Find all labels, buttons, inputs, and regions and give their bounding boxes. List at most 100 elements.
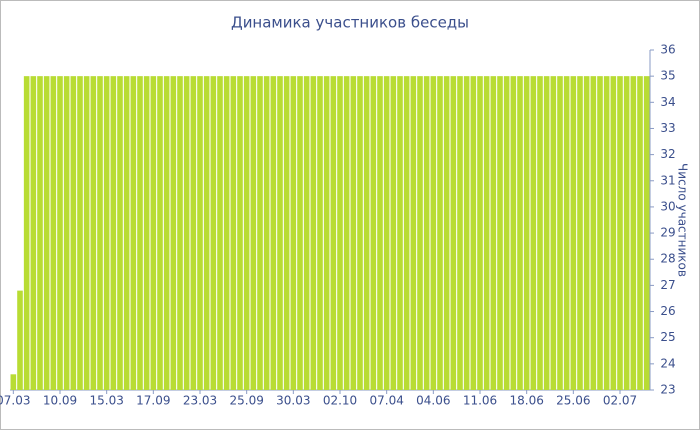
bar	[550, 76, 557, 391]
bar	[370, 76, 377, 391]
x-tick-label: 11.06	[463, 394, 497, 408]
bar	[457, 76, 463, 391]
bar	[257, 76, 263, 391]
bar	[463, 76, 470, 391]
bar	[70, 76, 77, 391]
y-tick-label: 33	[660, 121, 675, 135]
bar	[17, 290, 23, 390]
chart-title: Динамика участников беседы	[231, 14, 469, 32]
y-tick-label: 34	[660, 95, 675, 109]
bar	[617, 76, 623, 391]
bar	[50, 76, 57, 391]
bar	[190, 76, 197, 391]
bar	[603, 76, 610, 391]
bar	[577, 76, 583, 391]
bar	[630, 76, 637, 391]
bar	[543, 76, 550, 391]
bar	[363, 76, 370, 391]
y-tick-label: 31	[660, 173, 675, 187]
bar	[483, 76, 490, 391]
bar	[430, 76, 437, 391]
bar	[637, 76, 643, 391]
bar	[470, 76, 477, 391]
bar	[497, 76, 503, 391]
bar	[283, 76, 290, 391]
x-tick-label: 17.09	[136, 394, 170, 408]
bar	[563, 76, 570, 391]
bar	[557, 76, 563, 391]
bar	[97, 76, 103, 391]
bar	[397, 76, 403, 391]
bar	[610, 76, 617, 391]
bar	[177, 76, 183, 391]
bar	[403, 76, 410, 391]
x-tick-label: 02.10	[323, 394, 357, 408]
bar	[163, 76, 170, 391]
y-tick-label: 24	[660, 356, 675, 370]
bar	[643, 76, 650, 391]
bar	[517, 76, 523, 391]
bar	[110, 76, 117, 391]
bar	[590, 76, 597, 391]
y-tick-label: 27	[660, 278, 675, 292]
bar	[303, 76, 310, 391]
bar	[317, 76, 323, 391]
bar	[310, 76, 317, 391]
bar	[323, 76, 330, 391]
bar	[417, 76, 423, 391]
bar	[237, 76, 243, 391]
bar	[243, 76, 250, 391]
bar	[250, 76, 257, 391]
bar	[337, 76, 343, 391]
bar	[143, 76, 150, 391]
bar	[217, 76, 223, 391]
bar	[343, 76, 350, 391]
bar	[583, 76, 590, 391]
bar	[290, 76, 297, 391]
x-tick-label: 25.09	[229, 394, 263, 408]
bar	[490, 76, 497, 391]
bar	[43, 76, 50, 391]
bar	[423, 76, 430, 391]
bar	[410, 76, 417, 391]
bar	[117, 76, 123, 391]
bar	[383, 76, 390, 391]
bar	[37, 76, 43, 391]
y-tick-label: 23	[660, 383, 675, 397]
x-tick-label: 15.03	[89, 394, 123, 408]
bar	[203, 76, 210, 391]
bar	[503, 76, 510, 391]
x-tick-label: 25.06	[556, 394, 590, 408]
bar	[390, 76, 397, 391]
bar	[510, 76, 517, 391]
bar	[63, 76, 70, 391]
bar	[570, 76, 577, 391]
y-tick-label: 36	[660, 43, 675, 57]
bar	[197, 76, 203, 391]
bar	[330, 76, 337, 391]
bar	[137, 76, 143, 391]
bar	[277, 76, 283, 391]
x-tick-label: 02.07	[603, 394, 637, 408]
y-tick-label: 28	[660, 252, 675, 266]
bar	[83, 76, 90, 391]
bar	[170, 76, 177, 391]
bar	[150, 76, 157, 391]
x-tick-label: 04.06	[416, 394, 450, 408]
x-tick-label: 10.09	[43, 394, 77, 408]
y-tick-label: 35	[660, 69, 675, 83]
bar	[223, 76, 230, 391]
bar	[377, 76, 383, 391]
bar	[597, 76, 603, 391]
bar	[157, 76, 163, 391]
x-tick-label: 18.06	[509, 394, 543, 408]
y-tick-label: 25	[660, 330, 675, 344]
y-tick-label: 32	[660, 147, 675, 161]
y-tick-label: 30	[660, 199, 675, 213]
bar	[623, 76, 630, 391]
bar	[477, 76, 483, 391]
bar	[263, 76, 270, 391]
bar	[357, 76, 363, 391]
